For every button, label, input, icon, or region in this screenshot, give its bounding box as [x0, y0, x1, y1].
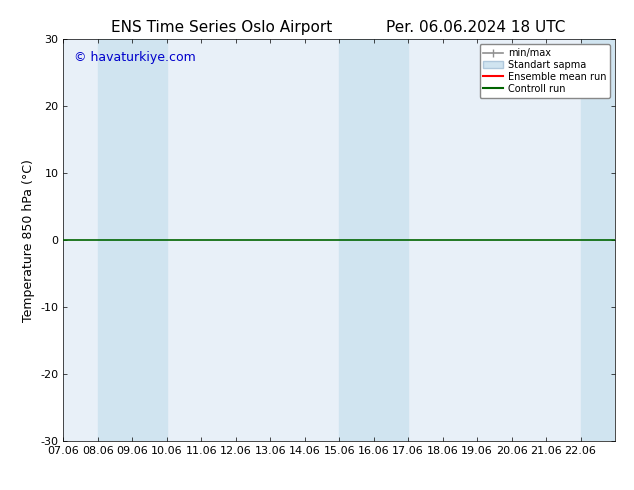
Text: ENS Time Series Oslo Airport: ENS Time Series Oslo Airport	[112, 20, 332, 35]
Text: © havaturkiye.com: © havaturkiye.com	[74, 51, 196, 64]
Bar	[581, 39, 615, 441]
Legend: min/max, Standart sapma, Ensemble mean run, Controll run: min/max, Standart sapma, Ensemble mean r…	[479, 44, 610, 98]
Text: Per. 06.06.2024 18 UTC: Per. 06.06.2024 18 UTC	[386, 20, 565, 35]
Y-axis label: Temperature 850 hPa (°C): Temperature 850 hPa (°C)	[22, 159, 35, 321]
Bar	[339, 39, 408, 441]
Bar	[98, 39, 167, 441]
